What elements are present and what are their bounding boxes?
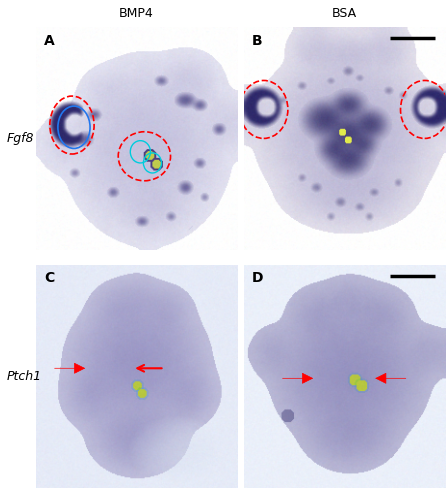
Text: D: D xyxy=(252,271,263,285)
Text: B: B xyxy=(252,34,262,48)
Text: A: A xyxy=(44,34,55,48)
Text: BMP4: BMP4 xyxy=(119,7,154,20)
Text: BSA: BSA xyxy=(332,7,357,20)
Text: Fgf8: Fgf8 xyxy=(6,132,34,145)
Text: C: C xyxy=(44,271,54,285)
Text: Ptch1: Ptch1 xyxy=(6,369,42,383)
